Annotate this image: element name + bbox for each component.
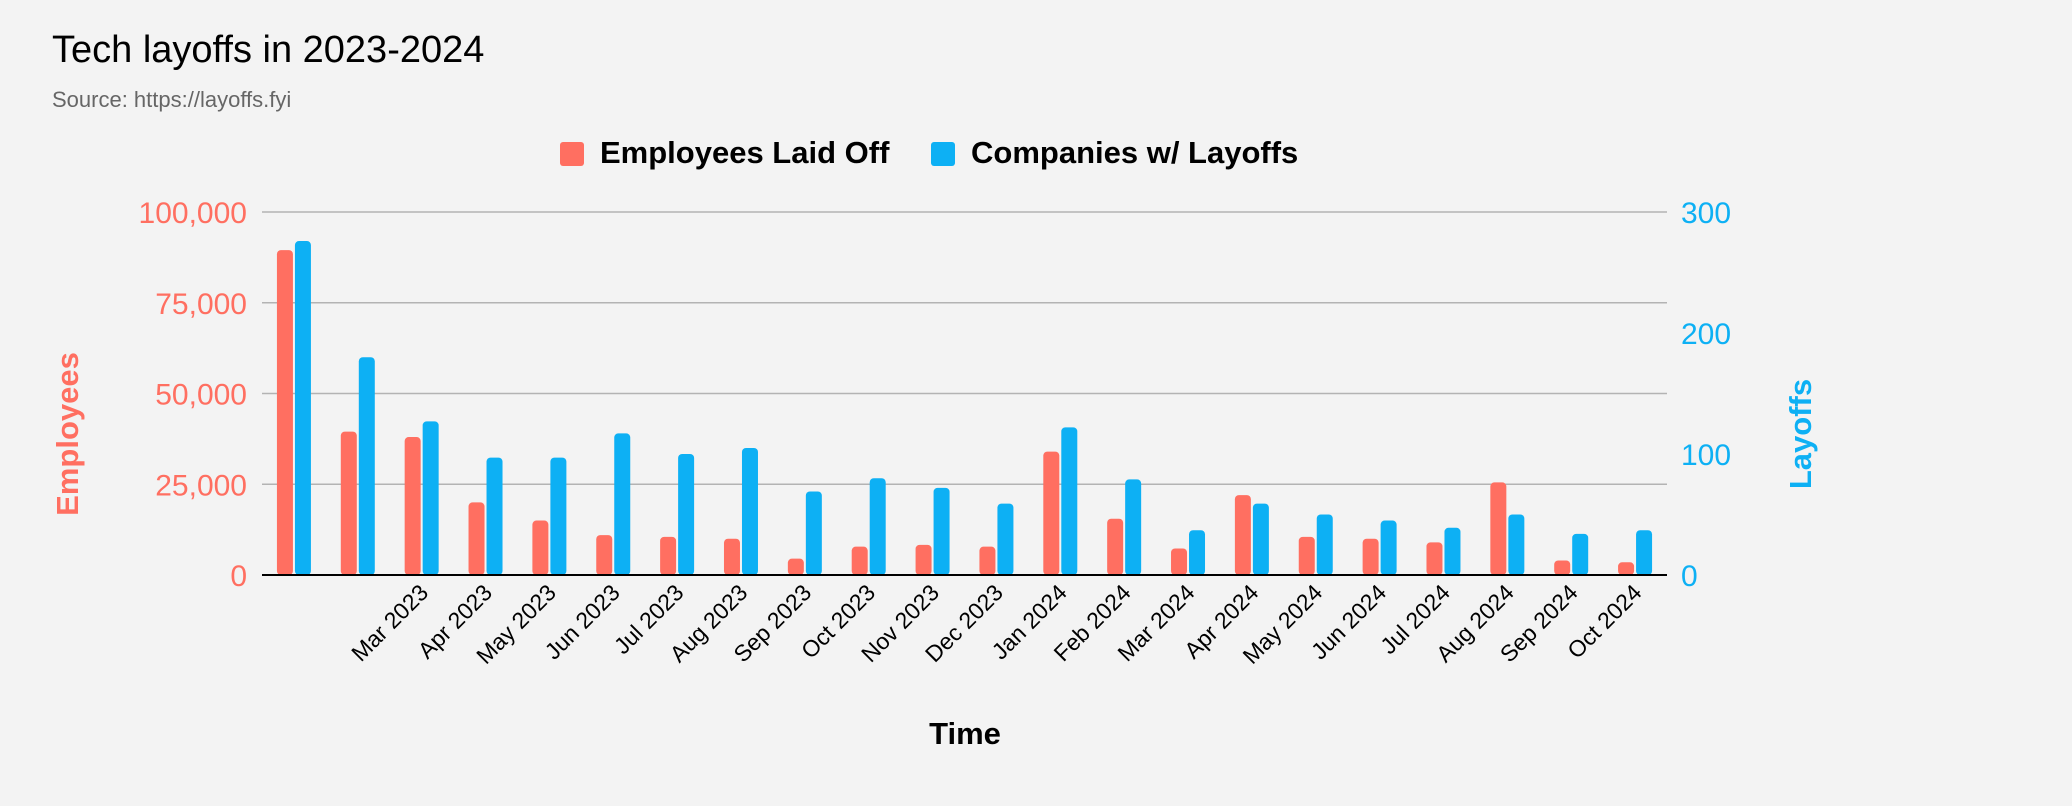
- bar-companies-with-layoffs: [741, 447, 758, 575]
- right-tick-label: 300: [1681, 197, 1731, 230]
- bar-employees-laid-off: [404, 437, 421, 575]
- bar-employees-laid-off: [1490, 482, 1507, 575]
- bar-companies-with-layoffs: [358, 357, 375, 575]
- bar-companies-with-layoffs: [294, 241, 311, 576]
- bar-employees-laid-off: [468, 502, 485, 575]
- bar-employees-laid-off: [532, 520, 549, 575]
- chart-title: Tech layoffs in 2023-2024: [52, 29, 484, 71]
- bar-employees-laid-off: [915, 544, 932, 575]
- left-tick-label: 0: [230, 560, 247, 593]
- bar-employees-laid-off: [340, 431, 357, 575]
- gridlines: [262, 211, 1667, 485]
- left-axis-ticks: 0 25,000 50,000 75,000 100,000: [139, 197, 247, 593]
- bar-companies-with-layoffs: [1252, 503, 1269, 575]
- bar-employees-laid-off: [1554, 560, 1571, 575]
- legend-swatch-companies: [931, 142, 955, 166]
- chart-subtitle: Source: https://layoffs.fyi: [52, 87, 291, 112]
- x-axis-title: Time: [929, 716, 1001, 751]
- bar-employees-laid-off: [979, 546, 996, 575]
- bar-employees-laid-off: [851, 546, 868, 575]
- left-axis-title: Employees: [50, 352, 85, 516]
- bar-employees-laid-off: [596, 535, 613, 575]
- right-tick-label: 200: [1681, 318, 1731, 351]
- bar-employees-laid-off: [1043, 451, 1060, 575]
- bar-employees-laid-off: [1362, 538, 1379, 575]
- bar-employees-laid-off: [1234, 495, 1251, 575]
- bar-companies-with-layoffs: [997, 503, 1014, 575]
- bar-employees-laid-off: [723, 538, 740, 575]
- bar-employees-laid-off: [1426, 542, 1443, 575]
- bar-companies-with-layoffs: [1636, 530, 1653, 575]
- bar-employees-laid-off: [660, 536, 677, 575]
- bar-companies-with-layoffs: [486, 457, 503, 575]
- right-axis-ticks: 0 100 200 300: [1681, 197, 1731, 593]
- bar-companies-with-layoffs: [422, 421, 439, 575]
- bar-employees-laid-off: [1618, 562, 1635, 575]
- bar-employees-laid-off: [1298, 536, 1315, 575]
- bar-companies-with-layoffs: [1508, 514, 1525, 575]
- bar-companies-with-layoffs: [1316, 514, 1333, 575]
- bar-employees-laid-off: [276, 250, 293, 576]
- left-tick-label: 100,000: [139, 197, 247, 230]
- bars: [276, 241, 1653, 576]
- bar-companies-with-layoffs: [933, 487, 950, 575]
- bar-companies-with-layoffs: [869, 478, 886, 575]
- bar-companies-with-layoffs: [1189, 530, 1206, 575]
- bar-companies-with-layoffs: [1380, 520, 1397, 575]
- legend: Employees Laid Off Companies w/ Layoffs: [560, 135, 1298, 170]
- bar-employees-laid-off: [1171, 548, 1188, 575]
- bar-companies-with-layoffs: [1061, 427, 1078, 575]
- right-tick-label: 100: [1681, 439, 1731, 472]
- left-tick-label: 25,000: [155, 469, 247, 502]
- bar-companies-with-layoffs: [1125, 479, 1142, 575]
- bar-companies-with-layoffs: [1444, 527, 1461, 575]
- bar-employees-laid-off: [1107, 518, 1124, 575]
- left-tick-label: 50,000: [155, 379, 247, 412]
- legend-label-companies: Companies w/ Layoffs: [971, 135, 1298, 170]
- left-tick-label: 75,000: [155, 288, 247, 321]
- right-axis-title: Layoffs: [1783, 379, 1818, 489]
- bar-companies-with-layoffs: [678, 454, 695, 575]
- bar-employees-laid-off: [787, 558, 804, 575]
- bar-companies-with-layoffs: [1572, 533, 1589, 575]
- bar-companies-with-layoffs: [550, 457, 567, 575]
- bar-companies-with-layoffs: [614, 433, 631, 575]
- right-tick-label: 0: [1681, 560, 1698, 593]
- legend-label-employees: Employees Laid Off: [600, 135, 890, 170]
- bar-companies-with-layoffs: [805, 491, 822, 575]
- legend-swatch-employees: [560, 142, 584, 166]
